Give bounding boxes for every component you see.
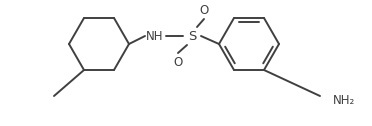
Text: S: S [188, 29, 196, 42]
Text: O: O [199, 4, 209, 17]
Text: NH: NH [146, 29, 164, 42]
Text: NH₂: NH₂ [333, 93, 355, 106]
Text: O: O [173, 55, 183, 69]
